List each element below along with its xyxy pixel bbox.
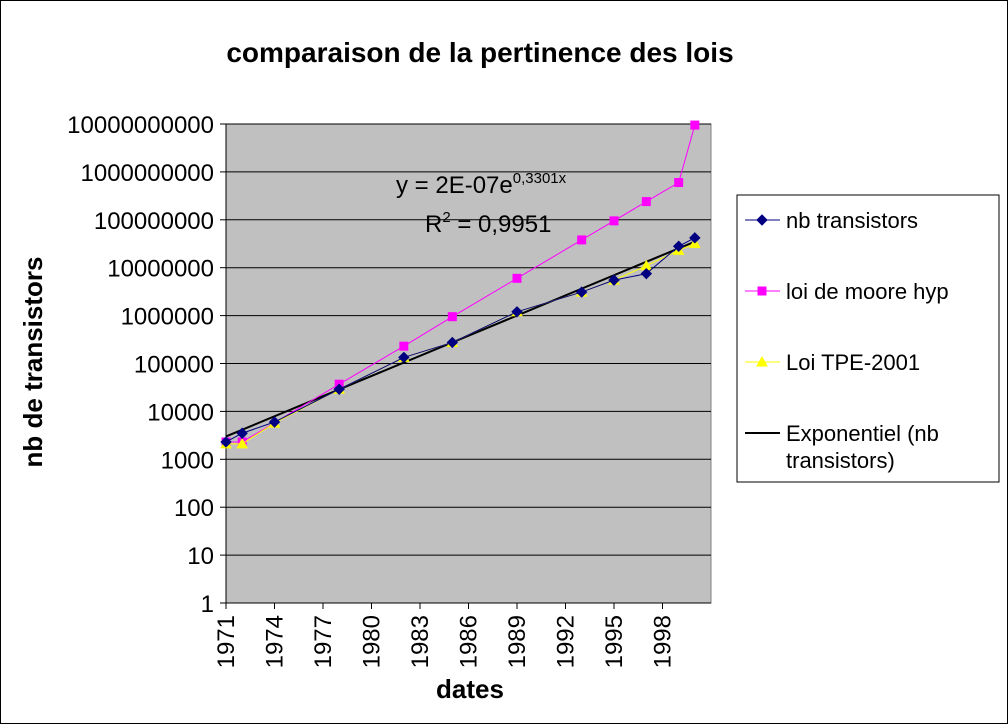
data-point — [640, 267, 653, 280]
y-tick-label: 1000000000 — [81, 160, 214, 187]
data-point — [608, 274, 620, 286]
data-point — [689, 232, 701, 244]
legend-label: Loi TPE-2001 — [786, 350, 920, 375]
data-point — [512, 273, 522, 283]
x-tick-label: 1974 — [262, 615, 289, 668]
legend-swatch-marker — [757, 286, 767, 296]
legend: nb transistors loi de moore hyp Loi TPE-20… — [736, 194, 1000, 483]
y-tick-label: 1000000 — [121, 304, 214, 331]
x-tick-label: 1995 — [601, 615, 628, 668]
y-tick-label: 1000 — [161, 447, 214, 474]
x-tick-label: 1977 — [310, 615, 337, 668]
legend-swatch-marker — [756, 214, 768, 226]
data-point — [575, 286, 588, 298]
legend-box — [736, 194, 1000, 483]
legend-label: Exponentiel (nb transistors) — [786, 421, 939, 473]
legend-swatch-marker — [756, 355, 768, 367]
series-0 — [220, 232, 701, 448]
y-tick-label: 100000000 — [94, 208, 214, 235]
data-point — [609, 216, 619, 226]
chart-title: comparaison de la pertinence des lois — [226, 37, 733, 68]
y-axis-ticks: 1 10 100 1000 10000 100000 1000000 10000000 1000… — [67, 112, 226, 618]
data-point — [236, 427, 248, 439]
y-tick-label: 100 — [174, 495, 214, 522]
x-axis-ticks: 1971 1974 1977 1980 1983 1986 1989 1992 1995 1998 — [213, 603, 677, 668]
x-axis-title: dates — [436, 674, 504, 704]
series-1 — [221, 120, 700, 447]
data-point — [446, 336, 459, 349]
data-point — [447, 312, 457, 322]
series-layer — [220, 120, 701, 449]
x-tick-label: 1983 — [407, 615, 434, 668]
legend-label: loi de moore hyp — [786, 279, 949, 304]
r-squared-label: R2 = 0,9951 — [425, 209, 551, 238]
x-tick-label: 1980 — [359, 615, 386, 668]
x-tick-label: 1989 — [504, 615, 531, 668]
data-point — [399, 341, 409, 351]
y-tick-label: 10000 — [147, 399, 214, 426]
data-point — [690, 120, 700, 130]
data-point — [674, 178, 684, 188]
data-point — [333, 383, 345, 395]
series-line — [225, 237, 696, 443]
data-point — [672, 240, 685, 252]
x-tick-label: 1986 — [456, 615, 483, 668]
data-point — [577, 235, 587, 245]
x-tick-label: 1971 — [213, 615, 240, 668]
x-tick-label: 1992 — [553, 615, 580, 668]
legend-item-2: Loi TPE-2001 — [745, 350, 920, 375]
gridlines — [226, 123, 711, 556]
data-point — [236, 437, 249, 449]
y-tick-label: 10000000000 — [67, 112, 214, 139]
trend-equation: y = 2E-07e0,3301x — [396, 170, 567, 199]
y-tick-label: 100000 — [134, 352, 214, 379]
y-axis-title: nb de transistors — [18, 257, 48, 468]
legend-item-0: nb transistors — [745, 208, 918, 233]
data-point — [220, 436, 232, 448]
y-tick-label: 10000000 — [107, 256, 214, 283]
legend-label: nb transistors — [786, 208, 918, 233]
legend-item-3: Exponentiel (nb transistors) — [745, 421, 939, 473]
data-point — [511, 306, 523, 318]
x-tick-label: 1998 — [650, 615, 677, 668]
legend-item-1: loi de moore hyp — [745, 279, 949, 304]
data-point — [641, 197, 651, 207]
data-point — [268, 416, 281, 428]
y-tick-label: 10 — [187, 543, 214, 570]
data-point — [398, 351, 410, 364]
y-tick-label: 1 — [201, 591, 214, 618]
